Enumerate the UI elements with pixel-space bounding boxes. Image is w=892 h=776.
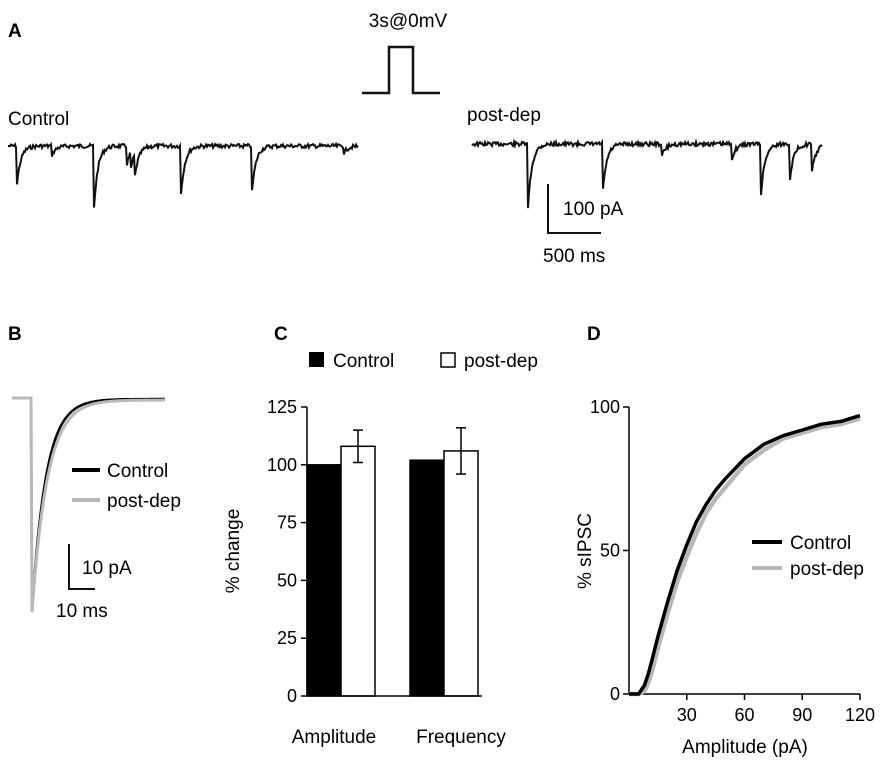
panel-b-scale-y-label: 10 pA xyxy=(82,558,132,579)
bar-amplitude-post-dep xyxy=(340,445,376,697)
panel-a-scale-x-label: 500 ms xyxy=(543,246,605,267)
y-axis-label: % sIPSC xyxy=(575,513,596,589)
panel-b-legend-post-dep: post-dep xyxy=(107,491,181,512)
cdf-line-post-dep xyxy=(629,416,861,697)
y-tick-label: 100 xyxy=(267,455,297,475)
bar-frequency-control xyxy=(409,459,445,697)
y-tick-label: 25 xyxy=(277,628,297,648)
x-tick-label: 30 xyxy=(677,705,697,725)
panel-d-legend-post-dep: post-dep xyxy=(790,559,864,580)
y-tick-label: 50 xyxy=(277,570,297,590)
step-protocol-trace xyxy=(362,45,440,95)
x-tick-label: 90 xyxy=(792,705,812,725)
panel-a-scale-y-label: 100 pA xyxy=(563,199,624,220)
y-tick-label: 100 xyxy=(590,397,620,417)
y-tick-label: 50 xyxy=(600,541,620,561)
post-dep-trace-label: post-dep xyxy=(467,105,541,126)
control-current-trace xyxy=(8,141,359,208)
panel-a-label: A xyxy=(8,21,22,42)
panel-c-label: C xyxy=(274,324,288,345)
y-tick-label: 125 xyxy=(267,397,297,417)
bar-frequency-post-dep xyxy=(443,450,479,697)
panel-b-scale-x-label: 10 ms xyxy=(56,601,108,622)
panel-d-label: D xyxy=(587,324,601,345)
x-tick-label: 60 xyxy=(734,705,754,725)
x-tick-label: 120 xyxy=(845,705,875,725)
bar-amplitude-control xyxy=(306,464,342,697)
panel-b-scale-bar xyxy=(68,544,95,590)
x-axis-label: Amplitude (pA) xyxy=(682,737,808,758)
panel-c-legend-control: Control xyxy=(333,351,394,372)
average-psc-post-dep xyxy=(12,396,165,613)
y-tick-label: 0 xyxy=(287,686,297,706)
cdf-line-control xyxy=(629,413,861,696)
post-dep-current-trace xyxy=(471,138,823,209)
panel-c-legend-post-dep: post-dep xyxy=(464,351,538,372)
panel-a-scale-bar xyxy=(547,184,601,234)
panel-b-label: B xyxy=(8,324,22,345)
x-category-label: Frequency xyxy=(416,727,506,748)
legend-swatch-post-dep xyxy=(440,352,456,368)
cumulative-amplitude-chart: 0 50 100 30 60 90 120 Amplitude (pA) % sIPSC xyxy=(575,397,875,758)
control-trace-label: Control xyxy=(8,109,69,130)
bar-chart-percent-change: 0 25 50 75 100 125 Amplitude Frequency % change xyxy=(223,397,506,748)
y-tick-label: 75 xyxy=(277,513,297,533)
y-tick-label: 0 xyxy=(610,684,620,704)
legend-swatch-control xyxy=(309,352,324,367)
panel-b-legend-control: Control xyxy=(107,461,168,482)
panel-d-legend-control: Control xyxy=(790,533,851,554)
y-axis-label: % change xyxy=(223,509,244,594)
step-protocol-label: 3s@0mV xyxy=(369,11,448,32)
x-category-label: Amplitude xyxy=(292,727,377,748)
